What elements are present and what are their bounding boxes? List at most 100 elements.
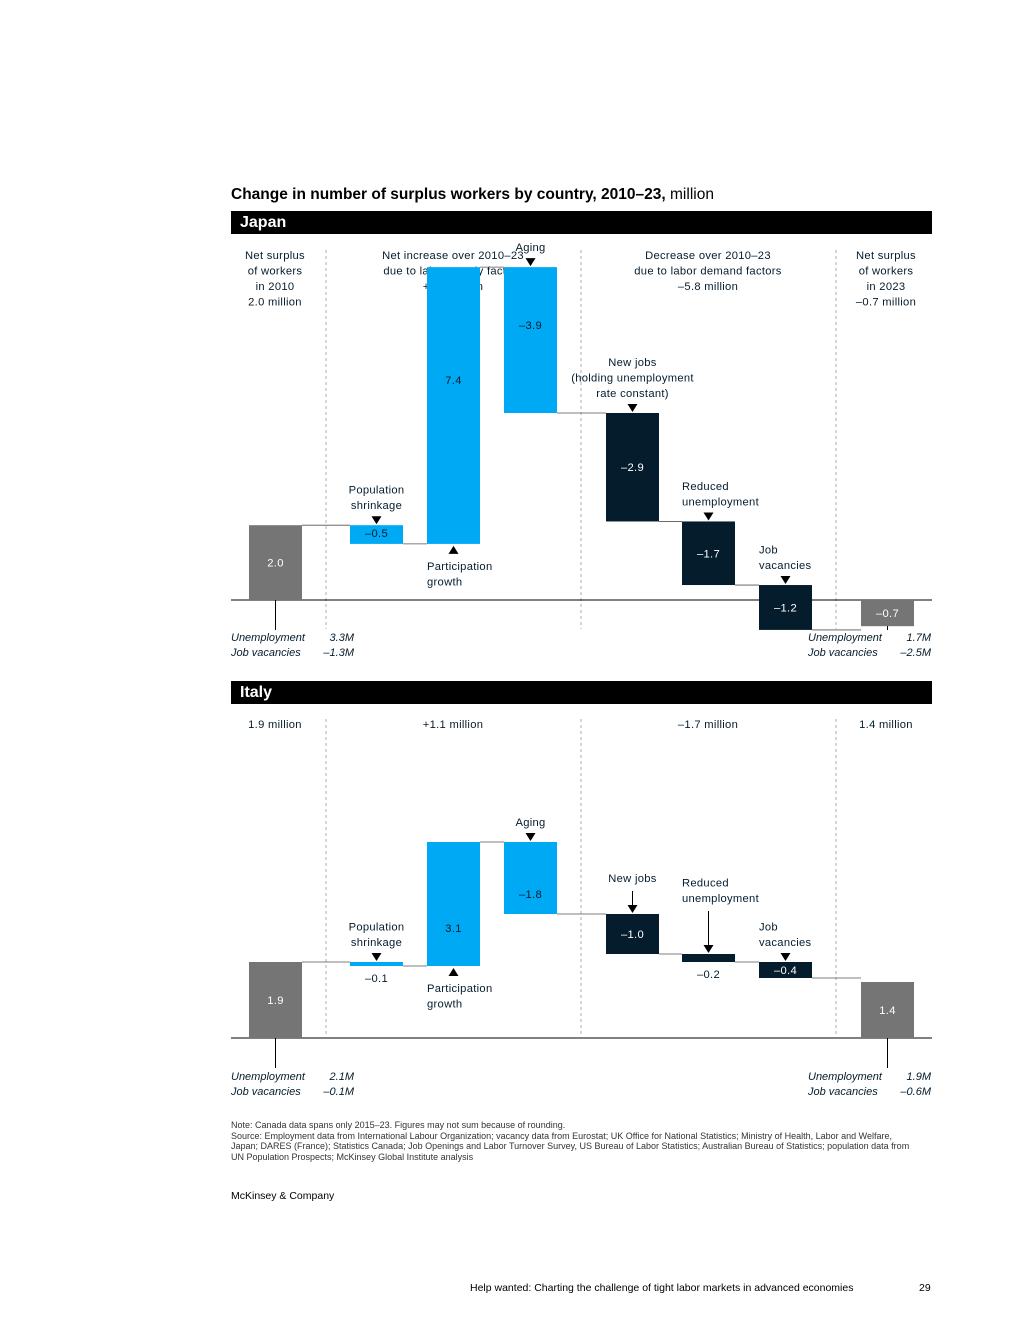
step-arrow-3 [525, 833, 536, 841]
step-label-5: unemployment [682, 893, 760, 905]
bar-2 [427, 267, 480, 544]
end-breakdown-label: Job vacancies [807, 1086, 878, 1098]
bar-value-label-4: –1.0 [621, 929, 644, 941]
note-text: Note: Canada data spans only 2015–23. Fi… [231, 1120, 566, 1130]
section-header-start: Net surplus [245, 250, 305, 262]
step-label-4: (holding unemployment [571, 373, 694, 385]
step-label-6: vacancies [759, 560, 812, 572]
step-arrow-1 [371, 953, 382, 961]
bar-value-label-3: –1.8 [519, 889, 542, 901]
step-label-4: New jobs [608, 873, 657, 885]
footer-title: Help wanted: Charting the challenge of t… [470, 1282, 854, 1294]
section-header-demand: –1.7 million [678, 719, 738, 731]
step-arrow-6 [780, 576, 791, 585]
notes: Note: Canada data spans only 2015–23. Fi… [231, 1120, 921, 1162]
step-label-5: Reduced [682, 481, 729, 493]
bar-6 [759, 585, 812, 630]
bar-value-label-3: –3.9 [519, 320, 542, 332]
start-breakdown-label: Unemployment [231, 632, 306, 644]
step-label-3: Aging [515, 817, 545, 829]
bar-value-label-7: 1.4 [879, 1005, 895, 1017]
step-label-2: growth [427, 999, 462, 1011]
end-breakdown-value: 1.9M [907, 1071, 932, 1083]
bar-value-label-2: 3.1 [445, 923, 461, 935]
start-breakdown-label: Unemployment [231, 1071, 306, 1083]
end-breakdown-label: Unemployment [808, 632, 883, 644]
start-breakdown-value: –1.3M [322, 647, 354, 659]
start-breakdown-label: Job vacancies [230, 647, 301, 659]
page-number: 29 [919, 1282, 931, 1294]
section-header-start: 1.9 million [248, 719, 302, 731]
section-header-end: 1.4 million [859, 719, 913, 731]
bar-1 [350, 962, 403, 966]
section-header-demand: Decrease over 2010–23 [645, 250, 771, 262]
bar-3 [504, 842, 557, 914]
end-breakdown-value: –0.6M [899, 1086, 931, 1098]
section-header-demand: due to labor demand factors [634, 266, 782, 278]
step-label-5: unemployment [682, 496, 760, 508]
step-label-2: Participation [427, 983, 492, 995]
bar-0 [249, 525, 302, 600]
bar-1 [350, 525, 403, 544]
step-label-1: Population [349, 922, 405, 934]
bar-value-label-0: 1.9 [267, 995, 283, 1007]
step-label-4: New jobs [608, 357, 657, 369]
bar-value-label-4: –2.9 [621, 462, 644, 474]
start-breakdown-label: Job vacancies [230, 1086, 301, 1098]
bar-2 [427, 842, 480, 966]
bar-7 [861, 600, 914, 627]
step-label-4: rate constant) [596, 388, 669, 400]
step-label-3: Aging [515, 242, 545, 254]
bar-4 [606, 413, 659, 522]
chart-title: Change in number of surplus workers by c… [231, 186, 714, 204]
step-label-6: Job [759, 922, 778, 934]
bar-4 [606, 914, 659, 954]
step-label-1: shrinkage [351, 937, 402, 949]
start-breakdown-value: 3.3M [330, 632, 355, 644]
country-name: Italy [240, 684, 273, 701]
waterfall-chart-japan: Net surplus of workers in 2010 2.0 million N… [230, 242, 932, 659]
bar-7 [861, 982, 914, 1038]
chart-title-unit: million [670, 186, 714, 203]
step-label-5: Reduced [682, 878, 729, 890]
end-breakdown-value: –2.5M [899, 647, 931, 659]
bar-5 [682, 521, 735, 586]
bar-3 [504, 267, 557, 413]
step-arrow-6 [780, 953, 791, 961]
section-header-supply: Net increase over 2010–23 [382, 250, 524, 262]
brand-logo-text: McKinsey & Company [231, 1190, 335, 1202]
step-label-1: shrinkage [351, 500, 402, 512]
step-arrow-1 [371, 516, 382, 525]
waterfall-chart-italy: 1.9 million +1.1 million –1.7 million 1.4 m… [230, 719, 932, 1098]
bar-value-label-0: 2.0 [267, 558, 283, 570]
end-breakdown-label: Unemployment [808, 1071, 883, 1083]
bar-0 [249, 962, 302, 1038]
start-breakdown-value: –0.1M [322, 1086, 354, 1098]
section-header-start: 2.0 million [248, 297, 302, 309]
section-header-end: in 2023 [867, 281, 906, 293]
step-label-1: Population [349, 485, 405, 497]
bar-value-label-1: –0.5 [365, 528, 388, 540]
bar-value-label-6: –0.4 [774, 965, 797, 977]
section-header-end: –0.7 million [856, 297, 916, 309]
section-header-end: of workers [859, 266, 914, 278]
country-name: Japan [240, 214, 287, 231]
source-text: Source: Employment data from Internation… [231, 1130, 910, 1162]
bar-value-label-1: –0.1 [365, 973, 388, 985]
section-header-start: in 2010 [256, 281, 295, 293]
bar-value-label-5: –0.2 [697, 969, 720, 981]
step-label-2: growth [427, 576, 462, 588]
country-header-italy: Italy [231, 681, 932, 704]
bar-value-label-5: –1.7 [697, 548, 720, 560]
step-label-6: vacancies [759, 937, 812, 949]
bar-value-label-7: –0.7 [876, 608, 899, 620]
step-arrow-4 [627, 905, 638, 913]
chart-title-main: Change in number of surplus workers by c… [231, 186, 666, 203]
end-breakdown-value: 1.7M [907, 632, 932, 644]
bar-5 [682, 954, 735, 962]
bar-value-label-2: 7.4 [445, 375, 461, 387]
step-arrow-3 [525, 258, 536, 267]
section-header-end: Net surplus [856, 250, 916, 262]
bar-6 [759, 962, 812, 978]
start-breakdown-value: 2.1M [329, 1071, 355, 1083]
